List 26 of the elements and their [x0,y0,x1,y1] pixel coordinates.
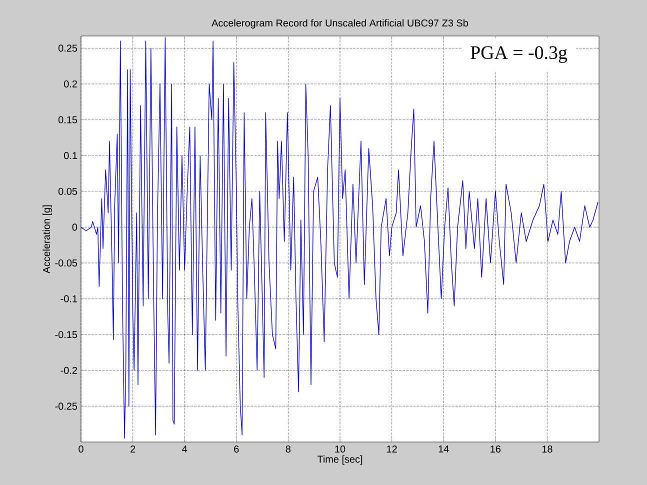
y-axis-title: Acceleration [g] [42,205,52,274]
x-tick-label: 2 [130,446,136,452]
line-series [81,37,598,439]
chart-title: Accelerogram Record for Unscaled Artificial UBC97 Z3 Sb [212,19,468,28]
x-tick-label: 18 [542,446,552,453]
annotation: PGA = -0.3g [470,46,568,63]
y-tick-label: 0.25 [58,44,78,52]
x-tick-label: 6 [234,446,239,453]
y-tick-label: 0.15 [58,116,78,124]
y-tick-label: -0.15 [55,331,78,338]
x-tick-label: 14 [438,446,449,452]
y-tick-label: 0 [72,224,78,231]
y-tick-label: 0.05 [58,188,78,195]
x-tick-label: 12 [387,446,397,452]
y-tick-label: -0.05 [55,259,78,267]
y-tick-label: -0.25 [55,402,78,410]
x-tick-label: 8 [286,446,291,453]
x-tick-label: 4 [182,446,188,452]
y-tick-label: -0.2 [60,366,77,374]
x-tick-label: 0 [78,446,84,453]
y-tick-label: 0.1 [64,152,78,160]
x-axis-title: Time [sec] [317,455,362,465]
x-tick-label: 16 [490,446,501,453]
x-tick-label: 10 [335,446,346,453]
y-tick-label: 0.2 [64,80,77,88]
y-tick-label: -0.1 [60,295,78,302]
